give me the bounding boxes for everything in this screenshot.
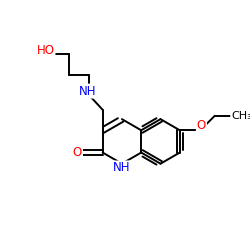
Text: CH₃: CH₃ — [231, 111, 250, 121]
Text: O: O — [197, 119, 206, 132]
Text: O: O — [73, 146, 82, 159]
Text: NH: NH — [113, 162, 131, 174]
Text: NH: NH — [79, 84, 97, 98]
Text: HO: HO — [36, 44, 54, 57]
